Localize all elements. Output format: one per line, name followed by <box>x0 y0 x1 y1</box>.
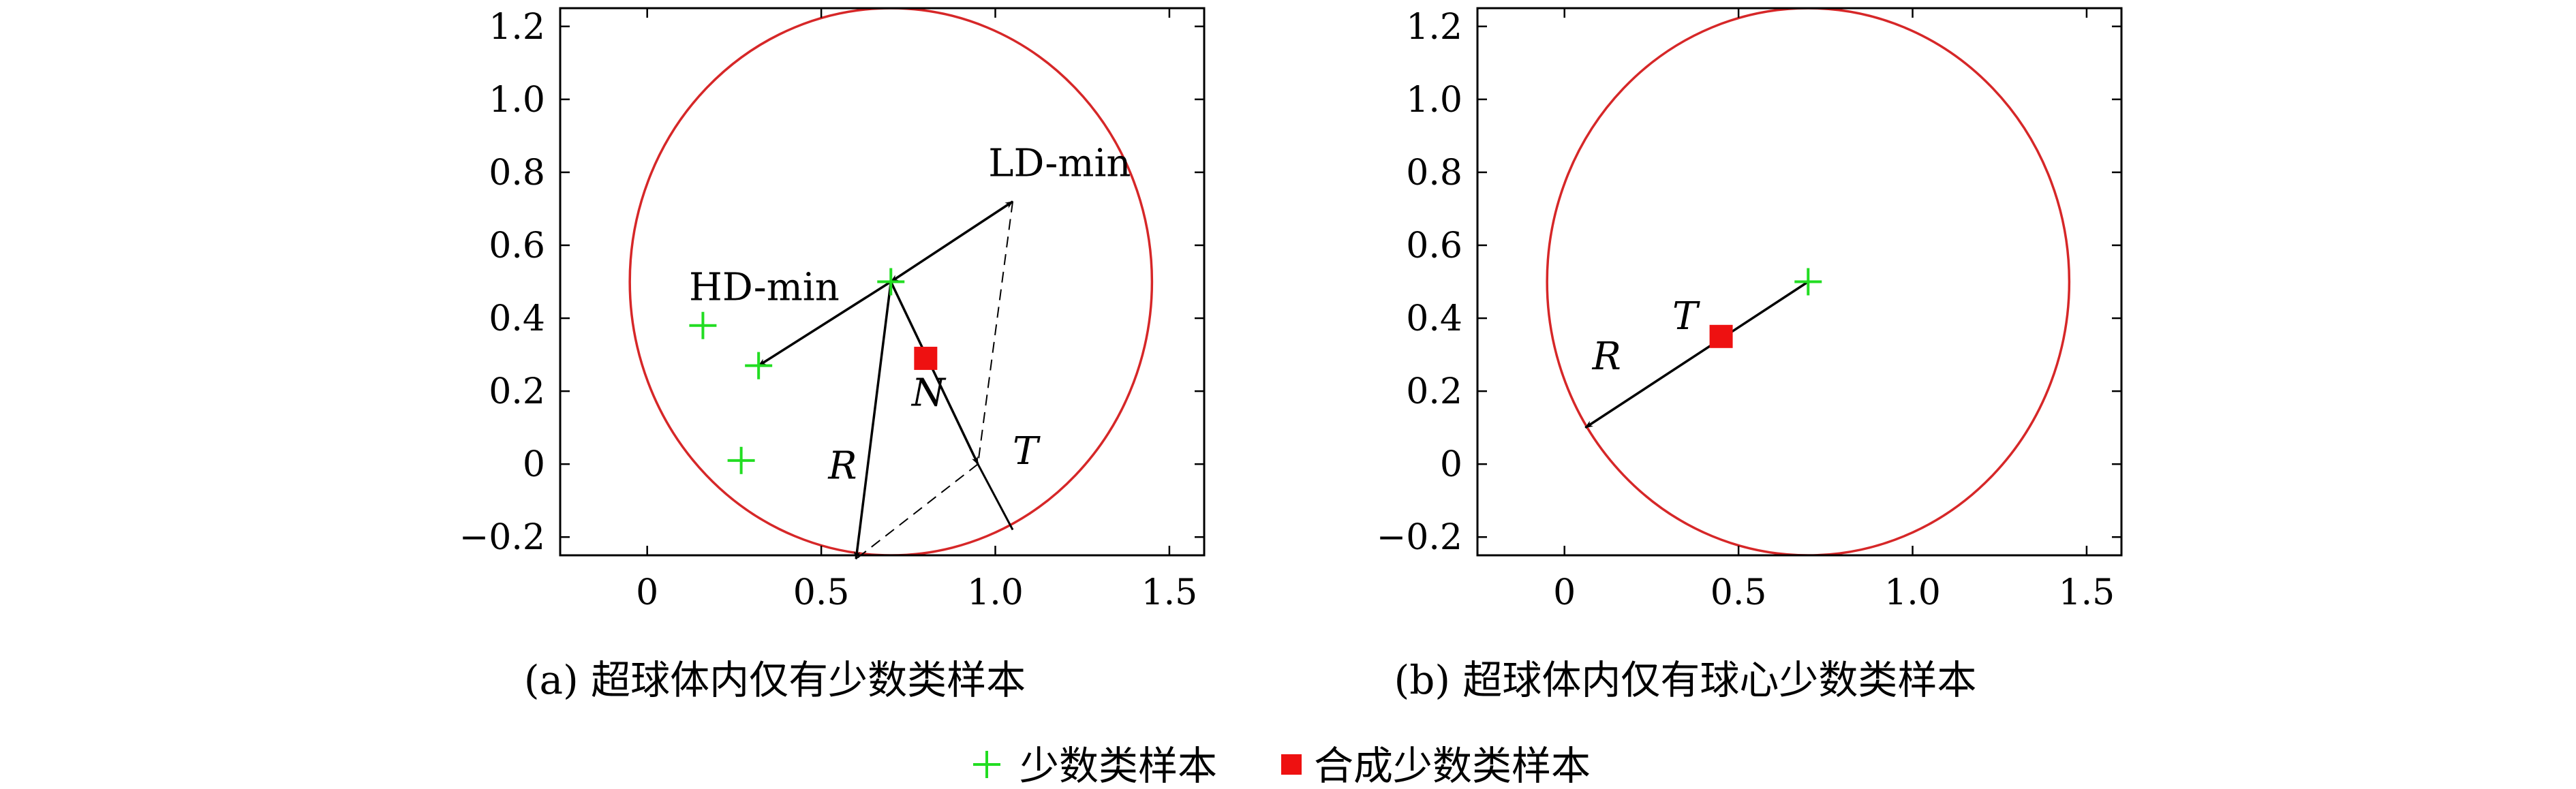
y-tick-label: 0.2 <box>489 371 545 412</box>
minority-point <box>1794 268 1822 296</box>
y-tick-label: 0.8 <box>489 153 545 194</box>
x-tick-label: 1.0 <box>967 572 1024 613</box>
y-tick-label: 1.0 <box>1406 80 1462 121</box>
minority-point <box>877 268 905 296</box>
panel-b: T R 0 0.5 1.0 1.5 1.2 1.0 0.8 0.6 0.4 0.2 0 −0.2 <box>1377 7 2123 613</box>
y-tick-label: 0.6 <box>1406 226 1462 266</box>
annotation-label: R <box>1592 335 1621 379</box>
y-tick-label: 0.4 <box>1406 298 1462 339</box>
panel-a: LD-min HD-min N T R 0 0.5 1.0 1.5 1.2 1.0 0.8 0.6 0.4… <box>459 7 1206 613</box>
dashed-line <box>855 463 979 560</box>
y-tick-label: 0.8 <box>1406 153 1462 194</box>
legend-synthetic-label: 合成少数类样本 <box>1314 743 1591 789</box>
caption-a: (a) 超球体内仅有少数类样本 <box>524 657 1026 703</box>
hypersphere-circle <box>628 8 1154 555</box>
arrow <box>853 281 893 560</box>
minority-point <box>745 352 773 380</box>
y-tick-label: 0.6 <box>489 226 545 266</box>
annotation-label: T <box>1013 429 1041 474</box>
y-tick-label: −0.2 <box>1377 517 1462 558</box>
dashed-line <box>977 201 1014 465</box>
hypersphere-circle <box>1546 8 2071 555</box>
x-tick-label: 1.5 <box>2059 572 2115 613</box>
arrow <box>758 281 892 367</box>
synthetic-point <box>914 346 938 370</box>
legend-synthetic-marker <box>1281 754 1302 775</box>
annotation-label: N <box>910 371 947 416</box>
x-tick-label: 0 <box>636 572 658 613</box>
y-tick-label: 1.2 <box>1406 7 1462 48</box>
y-tick-label: 0 <box>523 444 545 485</box>
annotation-label: T <box>1672 294 1700 339</box>
arrow <box>1584 281 1809 429</box>
y-tick-label: 1.2 <box>489 7 545 48</box>
caption-b: (b) 超球体内仅有球心少数类样本 <box>1394 657 1977 703</box>
annotation-label: HD-min <box>689 265 840 309</box>
annotation-label: R <box>827 444 857 489</box>
x-tick-label: 0.5 <box>793 572 850 613</box>
y-tick-label: 1.0 <box>489 80 545 121</box>
arrow <box>890 200 1014 283</box>
x-tick-label: 1.0 <box>1884 572 1941 613</box>
y-tick-label: −0.2 <box>459 517 545 558</box>
synthetic-point <box>1709 324 1733 348</box>
arrow <box>889 281 979 465</box>
x-tick-label: 0.5 <box>1711 572 1767 613</box>
legend-minority-marker <box>973 751 1000 778</box>
y-tick-label: 0.4 <box>489 298 545 339</box>
plot-frame <box>559 7 1206 557</box>
y-tick-label: 0.2 <box>1406 371 1462 412</box>
x-tick-label: 0 <box>1553 572 1576 613</box>
x-tick-label: 1.5 <box>1141 572 1198 613</box>
annotation-label: LD-min <box>988 141 1131 185</box>
minority-point <box>689 311 717 339</box>
plot-frame <box>1476 7 2123 557</box>
y-tick-label: 0 <box>1440 444 1462 485</box>
minority-point <box>727 446 755 474</box>
legend-minority-label: 少数类样本 <box>1019 743 1217 789</box>
solid-line <box>977 463 1014 531</box>
legend: 少数类样本 合成少数类样本 <box>973 743 1591 789</box>
